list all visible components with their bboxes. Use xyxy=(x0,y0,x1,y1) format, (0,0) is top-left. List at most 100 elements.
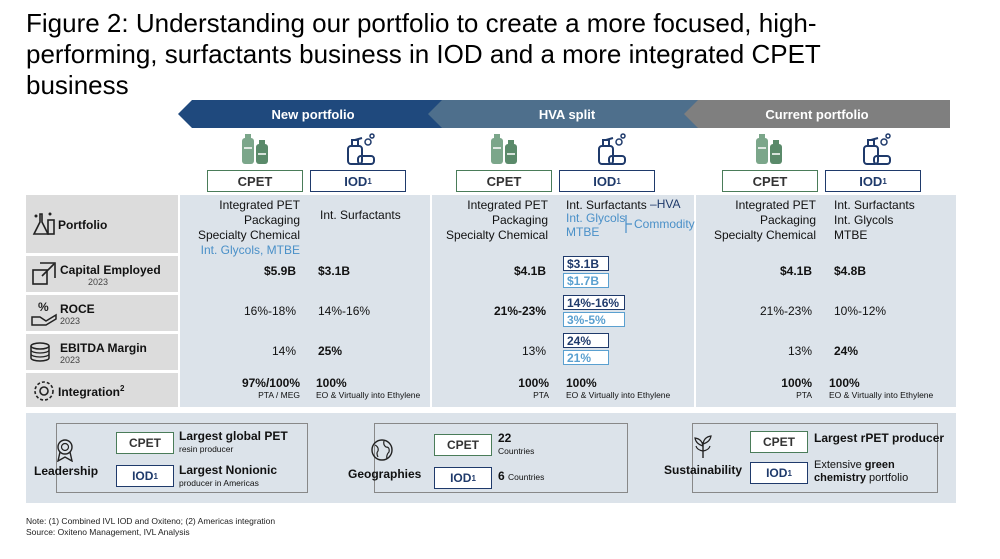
tag-label: CPET xyxy=(446,438,479,452)
tag-label: CPET xyxy=(752,173,788,189)
source-note: Source: Oxiteno Management, IVL Analysis xyxy=(26,527,190,537)
page-title: Figure 2: Understanding our portfolio to… xyxy=(26,8,821,100)
tag-iod: IOD 1 xyxy=(750,462,808,484)
new-cpet-integration-note: PTA / MEG xyxy=(258,390,300,400)
portfolio-line: Int. Surfactants xyxy=(834,198,915,212)
portfolio-line: Int. Glycols xyxy=(834,213,894,227)
tag-iod-hva: IOD 1 xyxy=(559,170,655,192)
current-iod-roce: 10%-12% xyxy=(834,304,887,318)
soap-icon xyxy=(863,133,891,165)
sustainability-iod-word: green xyxy=(864,459,895,471)
new-iod-ebitda: 25% xyxy=(318,344,343,358)
portfolio-line: Specialty Chemical xyxy=(445,228,548,242)
sustainability-iod-word: Extensive xyxy=(814,459,862,471)
geographies-label: Geographies xyxy=(348,467,422,481)
row-label-portfolio: Portfolio xyxy=(58,218,108,232)
tag-label: IOD xyxy=(344,173,368,189)
row-label-year: 2023 xyxy=(88,277,109,287)
portfolio-line: Specialty Chemical xyxy=(713,228,816,242)
coins-icon xyxy=(30,342,50,362)
row-header-bg xyxy=(26,373,178,407)
percent-hand-icon: % xyxy=(31,300,57,326)
current-iod-integration-note: EO & Virtually into Ethylene xyxy=(829,390,934,400)
hva-iod-capital-hva: $3.1B xyxy=(563,256,609,271)
commodity-label: Commodity xyxy=(634,217,695,231)
portfolio-line-extra: Int. Glycols, MTBE xyxy=(200,243,300,257)
tag-label: IOD xyxy=(593,173,617,189)
new-iod-portfolio: Int. Surfactants xyxy=(320,208,401,222)
tag-cpet: CPET xyxy=(750,431,808,453)
hva-iod-integration-note: EO & Virtually into Ethylene xyxy=(566,390,671,400)
portfolio-line: Packaging xyxy=(491,213,548,227)
leadership-cpet-text: Largest global PET resin producer xyxy=(179,430,288,456)
tag-label: IOD xyxy=(132,469,154,483)
row-label-text: ROCE xyxy=(60,302,95,316)
leadership-iod-main: Largest Nonionic xyxy=(179,463,278,477)
current-cpet-portfolio: Integrated PET Packaging Specialty Chemi… xyxy=(696,198,816,243)
banner-hva-split: HVA split xyxy=(428,100,706,128)
geographies-cpet-sub: Countries xyxy=(498,446,535,456)
hva-cpet-capital: $4.1B xyxy=(513,264,546,278)
footnote: Note: (1) Combined IVL IOD and Oxiteno; … xyxy=(26,516,276,526)
sustainability-frame xyxy=(692,423,938,493)
tag-label: IOD xyxy=(450,471,472,485)
portfolio-line: Integrated PET xyxy=(467,198,548,212)
row-label-capital-employed: Capital Employed 2023 xyxy=(60,263,161,287)
row-header-bg xyxy=(26,256,178,292)
hva-iod-roce-hva: 14%-16% xyxy=(563,295,625,310)
banner-current-portfolio: Current portfolio xyxy=(684,100,950,128)
portfolio-line: Integrated PET xyxy=(219,198,300,212)
hva-label: –HVA xyxy=(650,197,681,211)
sustainability-iod-text: Extensive green chemistry portfolio xyxy=(814,459,932,485)
tag-cpet-current: CPET xyxy=(722,170,818,192)
leadership-cpet-main: Largest global PET xyxy=(179,429,288,443)
geographies-iod-sub: Countries xyxy=(508,472,545,482)
row-header-bg xyxy=(26,195,178,253)
row-label-integration: Integration2 xyxy=(58,384,124,399)
tag-cpet-hva: CPET xyxy=(456,170,552,192)
hva-cpet-integration: 100% xyxy=(518,376,549,390)
sustainability-cpet-text: Largest rPET producer xyxy=(814,431,945,445)
current-cpet-ebitda: 13% xyxy=(787,344,812,358)
hva-iod-integration: 100% xyxy=(566,376,597,390)
hva-cpet-ebitda: 13% xyxy=(521,344,546,358)
new-cpet-integration: 97%/100% xyxy=(241,376,300,390)
tag-cpet: CPET xyxy=(116,432,174,454)
bracket-icon xyxy=(625,215,632,233)
leadership-frame xyxy=(56,423,308,493)
hva-iod-portfolio-2: Int. Glycols xyxy=(566,211,626,225)
new-cpet-portfolio: Integrated PET Packaging Specialty Chemi… xyxy=(180,198,300,258)
leadership-label: Leadership xyxy=(34,464,99,478)
geographies-iod-text: 6 Countries xyxy=(498,470,544,484)
current-iod-integration: 100% xyxy=(829,376,860,390)
banner-new-portfolio: New portfolio xyxy=(178,100,448,128)
hva-cpet-integration-note: PTA xyxy=(533,390,549,400)
current-cpet-integration-note: PTA xyxy=(796,390,812,400)
bottles-icon xyxy=(756,134,782,164)
geographies-iod-count: 6 xyxy=(498,469,505,483)
row-label-text: Capital Employed xyxy=(60,263,161,277)
sustainability-iod-word: portfolio xyxy=(869,472,909,484)
sustainability-label: Sustainability xyxy=(664,463,743,477)
new-cpet-ebitda: 14% xyxy=(271,344,296,358)
tag-iod-new: IOD 1 xyxy=(310,170,406,192)
new-portfolio-bg xyxy=(180,195,430,407)
hva-iod-roce-commodity: 3%-5% xyxy=(563,312,625,327)
current-cpet-roce: 21%-23% xyxy=(759,304,812,318)
hva-iod-ebitda-commodity: 21% xyxy=(563,350,609,365)
new-iod-roce: 14%-16% xyxy=(318,304,371,318)
tag-label: CPET xyxy=(237,173,273,189)
leadership-iod-text: Largest Nonionic producer in Americas xyxy=(179,464,277,490)
row-label-roce: ROCE 2023 xyxy=(60,302,95,326)
new-iod-integration: 100% xyxy=(316,376,347,390)
row-label-ebitda-margin: EBITDA Margin 2023 xyxy=(60,341,147,365)
current-cpet-integration: 100% xyxy=(781,376,812,390)
tag-iod-current: IOD 1 xyxy=(825,170,921,192)
resize-icon xyxy=(32,262,56,285)
leadership-cpet-sub: resin producer xyxy=(179,444,234,454)
new-cpet-capital: $5.9B xyxy=(263,264,296,278)
row-label-text: EBITDA Margin xyxy=(60,341,147,355)
tag-label: IOD xyxy=(859,173,883,189)
bottles-icon xyxy=(242,134,268,164)
row-header-bg xyxy=(26,295,178,331)
